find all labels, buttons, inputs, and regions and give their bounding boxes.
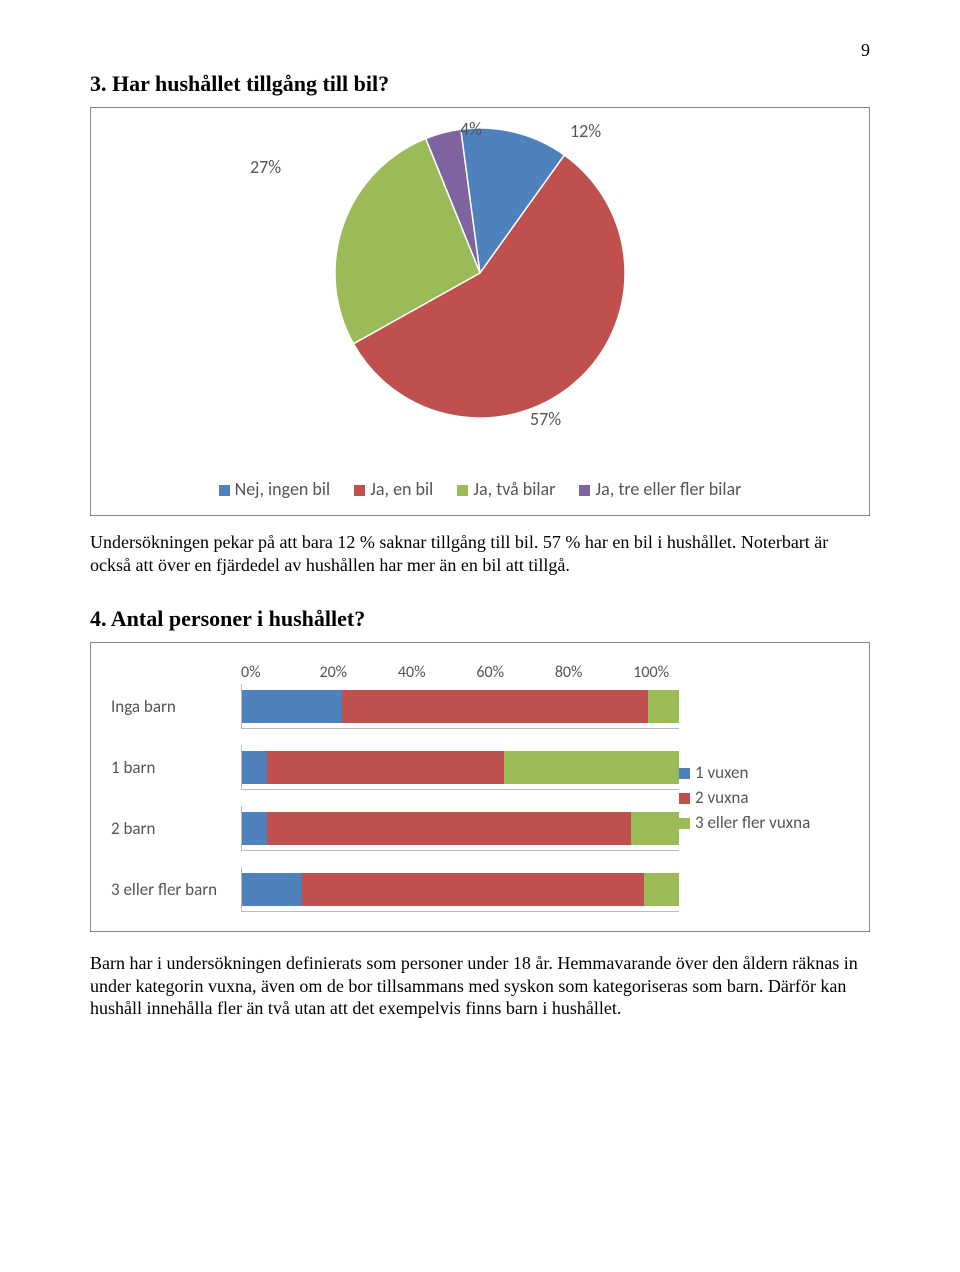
- legend-item: Ja, en bil: [354, 478, 433, 500]
- legend-item: 2 vuxna: [679, 787, 849, 808]
- axis-tick: 80%: [555, 663, 633, 682]
- bar-chart-container: 0%20%40%60%80%100% Inga barn 1 barn 2 barn…: [90, 642, 870, 932]
- bar-segment: [644, 873, 679, 906]
- bar-track: [241, 812, 679, 845]
- legend-swatch: [219, 485, 230, 496]
- section2-heading: 4. Antal personer i hushållet?: [90, 606, 870, 632]
- bar-segment: [648, 690, 679, 723]
- bar-segment: [241, 812, 267, 845]
- bar-segment: [241, 873, 302, 906]
- legend-swatch: [679, 793, 690, 804]
- bar-legend: 1 vuxen 2 vuxna 3 eller fler vuxna: [679, 663, 849, 906]
- bar-row-label: 1 barn: [111, 757, 241, 778]
- section2-paragraph: Barn har i undersökningen definierats so…: [90, 952, 870, 1020]
- page-number: 9: [90, 40, 870, 61]
- legend-item: 1 vuxen: [679, 762, 849, 783]
- section1-heading: 3. Har hushållet tillgång till bil?: [90, 71, 870, 97]
- bar-row-label: 2 barn: [111, 818, 241, 839]
- bar-row: 1 barn: [111, 751, 679, 784]
- axis-tick: 0%: [241, 663, 319, 682]
- bar-row: 3 eller fler barn: [111, 873, 679, 906]
- bar-track: [241, 873, 679, 906]
- bar-row-label: 3 eller fler barn: [111, 879, 241, 900]
- pie-label-57: 57%: [530, 408, 561, 430]
- bar-segment: [267, 751, 504, 784]
- bar-segment: [302, 873, 644, 906]
- bar-segment: [241, 751, 267, 784]
- bar-axis: 0%20%40%60%80%100%: [241, 663, 669, 682]
- legend-swatch: [679, 818, 690, 829]
- axis-tick: 60%: [476, 663, 554, 682]
- pie-label-27: 27%: [250, 156, 281, 178]
- legend-swatch: [457, 485, 468, 496]
- legend-swatch: [579, 485, 590, 496]
- bar-row: Inga barn: [111, 690, 679, 723]
- axis-tick: 20%: [319, 663, 397, 682]
- pie-label-12: 12%: [570, 120, 601, 142]
- section1-paragraph: Undersökningen pekar på att bara 12 % sa…: [90, 531, 870, 576]
- pie-chart: [335, 128, 625, 418]
- pie-legend: Nej, ingen bil Ja, en bil Ja, två bilar Ja,…: [106, 478, 854, 500]
- legend-swatch: [679, 768, 690, 779]
- bar-segment: [504, 751, 679, 784]
- bar-segment: [241, 690, 342, 723]
- legend-item: Ja, tre eller fler bilar: [579, 478, 741, 500]
- legend-item: Nej, ingen bil: [219, 478, 331, 500]
- bar-segment: [342, 690, 649, 723]
- pie-chart-container: 4% 12% 27% 57% Nej, ingen bil Ja, en bil J…: [90, 107, 870, 516]
- legend-item: 3 eller fler vuxna: [679, 812, 849, 833]
- bar-segment: [631, 812, 679, 845]
- bar-row: 2 barn: [111, 812, 679, 845]
- bar-segment: [267, 812, 631, 845]
- bar-track: [241, 751, 679, 784]
- axis-tick: 100%: [633, 663, 669, 682]
- bar-track: [241, 690, 679, 723]
- legend-swatch: [354, 485, 365, 496]
- pie-label-4: 4%: [460, 118, 482, 140]
- legend-item: Ja, två bilar: [457, 478, 555, 500]
- bar-row-label: Inga barn: [111, 696, 241, 717]
- axis-tick: 40%: [398, 663, 476, 682]
